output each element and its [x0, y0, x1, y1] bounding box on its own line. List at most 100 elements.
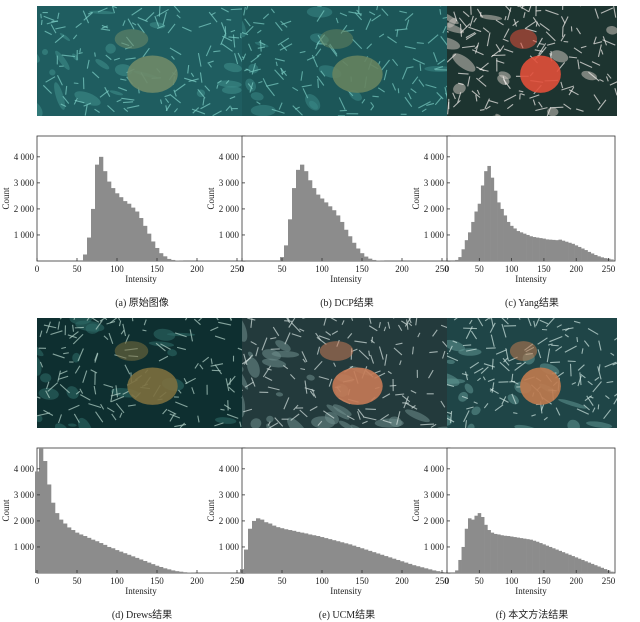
coral-highlight: [118, 318, 121, 321]
coral-highlight: [419, 63, 422, 71]
coral-highlight: [586, 395, 594, 406]
histogram-bar: [458, 559, 462, 573]
caption-d: (d) Drews结果: [111, 610, 173, 621]
small-coral: [114, 29, 149, 49]
coral-highlight: [110, 392, 121, 397]
coral-highlight: [383, 69, 388, 81]
coral-highlight: [121, 97, 135, 101]
coral-highlight: [120, 329, 125, 335]
y-axis-label: Count: [1, 499, 11, 522]
coral-highlight: [395, 342, 403, 346]
coral-highlight: [370, 105, 375, 111]
y-tick-label: 4 000: [14, 464, 35, 474]
histogram-bar: [328, 539, 333, 573]
histogram-bar: [280, 528, 285, 573]
coral-highlight: [401, 395, 411, 403]
histogram-bar: [352, 242, 357, 261]
histogram-bar: [143, 561, 148, 573]
histogram-bar: [324, 202, 329, 261]
coral-highlight: [361, 98, 366, 104]
coral-highlight: [599, 78, 604, 82]
coral-highlight: [86, 59, 90, 69]
coral-highlight: [217, 80, 222, 84]
coral-highlight: [111, 6, 116, 14]
coral-highlight: [261, 337, 268, 351]
coral-highlight: [392, 58, 399, 67]
caption-c: (c) Yang结果: [505, 298, 559, 309]
coral-highlight: [547, 343, 553, 346]
coral-highlight: [230, 29, 236, 33]
coral-highlight: [395, 393, 405, 396]
coral-highlight: [405, 402, 418, 410]
coral-highlight: [587, 380, 593, 386]
coral-highlight: [606, 73, 612, 79]
coral-highlight: [86, 318, 90, 321]
coral-highlight: [239, 421, 242, 427]
caption-e: (e) UCM结果: [318, 610, 376, 621]
coral-highlight: [214, 364, 223, 375]
coral-highlight: [447, 355, 459, 362]
coral-highlight: [476, 77, 487, 87]
coral-highlight: [465, 348, 477, 352]
coral-highlight: [494, 404, 504, 412]
coral-branch: [75, 320, 105, 332]
histogram-bar: [284, 245, 289, 261]
coral-highlight: [381, 59, 390, 71]
x-tick-label: 50: [73, 264, 83, 274]
coral-highlight: [122, 101, 134, 104]
histogram-bar: [95, 164, 100, 261]
coral-highlight: [523, 12, 526, 18]
panel-e: 0 50 100 150 200 250 1 000 2 000 3 000 4 000 Inten…: [206, 318, 452, 621]
histogram-bar: [163, 568, 168, 573]
coral-highlight: [225, 378, 230, 392]
coral-highlight: [532, 17, 541, 27]
coral-highlight: [103, 383, 114, 388]
coral-highlight: [502, 357, 510, 366]
histogram-bar: [484, 171, 488, 261]
coral-highlight: [223, 404, 232, 410]
coral-highlight: [483, 363, 495, 368]
coral-highlight: [167, 23, 176, 34]
coral-branch: [55, 423, 68, 428]
coral-highlight: [320, 70, 326, 77]
coral-highlight: [272, 326, 280, 337]
coral-highlight: [387, 36, 397, 44]
histogram-bar: [526, 539, 530, 573]
coral-highlight: [95, 319, 103, 330]
histogram-bar: [493, 190, 498, 261]
coral-highlight: [356, 9, 362, 17]
coral-highlight: [116, 99, 122, 103]
x-tick-label: 100: [505, 576, 519, 586]
coral-highlight: [237, 52, 244, 63]
coral-highlight: [466, 406, 474, 410]
histogram-bar: [581, 248, 585, 261]
coral-highlight: [59, 318, 62, 320]
histogram-bar: [503, 215, 508, 261]
small-coral: [114, 341, 149, 361]
coral-highlight: [94, 108, 100, 113]
coral-highlight: [176, 14, 181, 19]
histogram-bar: [139, 218, 144, 261]
coral-highlight: [318, 376, 330, 381]
coral-branch: [40, 373, 52, 383]
coral-highlight: [292, 105, 303, 116]
coral-highlight: [412, 58, 425, 65]
coral-highlight: [539, 23, 550, 31]
y-tick-label: 1 000: [424, 542, 445, 552]
coral-highlight: [202, 356, 210, 363]
coral-highlight: [205, 45, 212, 57]
coral-highlight: [461, 45, 476, 49]
coral-highlight: [256, 53, 262, 57]
x-tick-label: 150: [355, 576, 369, 586]
x-tick-label: 0: [445, 264, 450, 274]
coral-highlight: [88, 403, 102, 409]
histogram-bar: [340, 221, 345, 261]
histogram-bar: [506, 536, 511, 573]
coral-highlight: [421, 108, 427, 113]
coral-highlight: [447, 417, 455, 423]
histogram-bar: [139, 559, 144, 573]
coral-highlight: [283, 397, 290, 410]
coral-highlight: [436, 91, 444, 100]
coral-highlight: [484, 98, 490, 109]
coral-highlight: [79, 48, 82, 53]
